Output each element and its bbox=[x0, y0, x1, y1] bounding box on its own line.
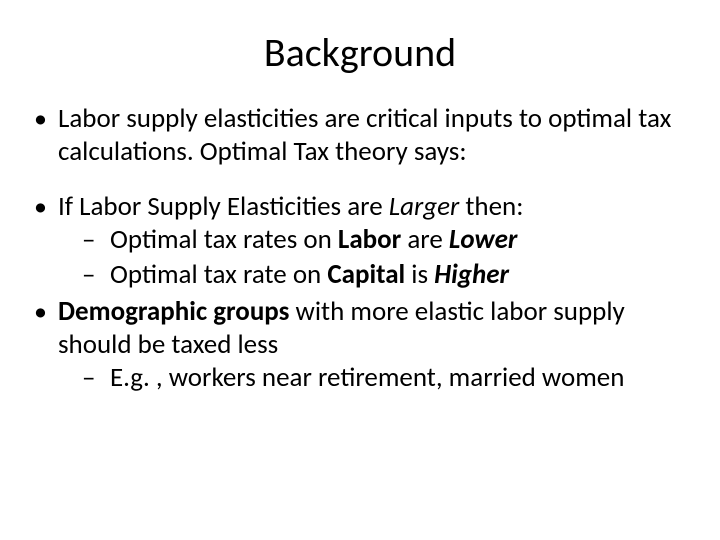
bullet-1-text: Labor supply elasticities are critical i… bbox=[58, 102, 671, 168]
sub-2b-pre: Optimal tax rate on bbox=[110, 258, 327, 291]
sub-2b-higher: Higher bbox=[434, 258, 509, 291]
sub-2b-capital: Capital bbox=[327, 258, 405, 291]
sub-2a-labor: Labor bbox=[338, 223, 401, 256]
sub-3a: E.g. , workers near retirement, married … bbox=[58, 362, 690, 395]
sub-2a-lower: Lower bbox=[449, 223, 517, 256]
slide-body: Labor supply elasticities are critical i… bbox=[30, 103, 690, 395]
sub-2a-pre: Optimal tax rates on bbox=[110, 223, 338, 256]
bullet-2-larger: Larger bbox=[389, 190, 460, 223]
sublist-2: Optimal tax rates on Labor are Lower Opt… bbox=[58, 224, 690, 292]
bullet-3-demo: Demographic groups bbox=[58, 295, 289, 328]
sub-3a-text: E.g. , workers near retirement, married … bbox=[110, 361, 624, 394]
bullet-3: Demographic groups with more elastic lab… bbox=[30, 296, 690, 395]
sub-2b: Optimal tax rate on Capital is Higher bbox=[58, 259, 690, 292]
bullet-2-post: then: bbox=[459, 190, 523, 223]
slide: Background Labor supply elasticities are… bbox=[0, 0, 720, 540]
bullet-2-pre: If Labor Supply Elasticities are bbox=[58, 190, 389, 223]
sub-2a: Optimal tax rates on Labor are Lower bbox=[58, 224, 690, 257]
bullet-list-2: If Labor Supply Elasticities are Larger … bbox=[30, 191, 690, 395]
spacer bbox=[30, 173, 690, 191]
sub-2a-mid: are bbox=[401, 223, 449, 256]
bullet-list: Labor supply elasticities are critical i… bbox=[30, 103, 690, 169]
bullet-1: Labor supply elasticities are critical i… bbox=[30, 103, 690, 169]
slide-title: Background bbox=[30, 28, 690, 77]
sub-2b-mid: is bbox=[405, 258, 434, 291]
sublist-3: E.g. , workers near retirement, married … bbox=[58, 362, 690, 395]
bullet-2: If Labor Supply Elasticities are Larger … bbox=[30, 191, 690, 292]
